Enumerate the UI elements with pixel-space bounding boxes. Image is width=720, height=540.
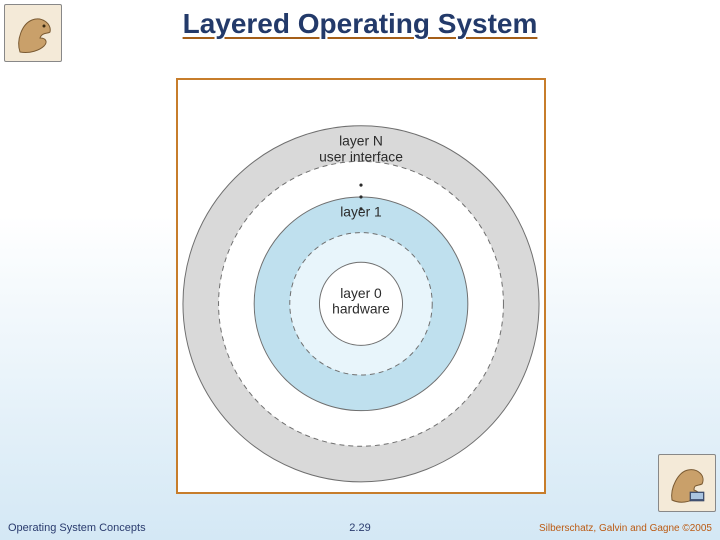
svg-text:layer 0hardware: layer 0hardware	[332, 285, 390, 317]
footer-left: Operating System Concepts	[8, 522, 146, 534]
footer-center: 2.29	[349, 522, 370, 534]
concentric-rings-svg: layer Nuser interfacelayer 1layer 0hardw…	[178, 80, 544, 492]
slide-footer: Operating System Concepts 2.29 Silbersch…	[0, 516, 720, 540]
dino-icon	[666, 462, 710, 506]
dino-logo-bottom-right	[658, 454, 716, 512]
svg-text:layer 1: layer 1	[340, 204, 382, 220]
slide-title: Layered Operating System	[183, 8, 538, 39]
layered-os-diagram: layer Nuser interfacelayer 1layer 0hardw…	[176, 78, 546, 494]
slide-title-bar: Layered Operating System	[0, 0, 720, 44]
footer-right: Silberschatz, Galvin and Gagne ©2005	[539, 523, 712, 534]
